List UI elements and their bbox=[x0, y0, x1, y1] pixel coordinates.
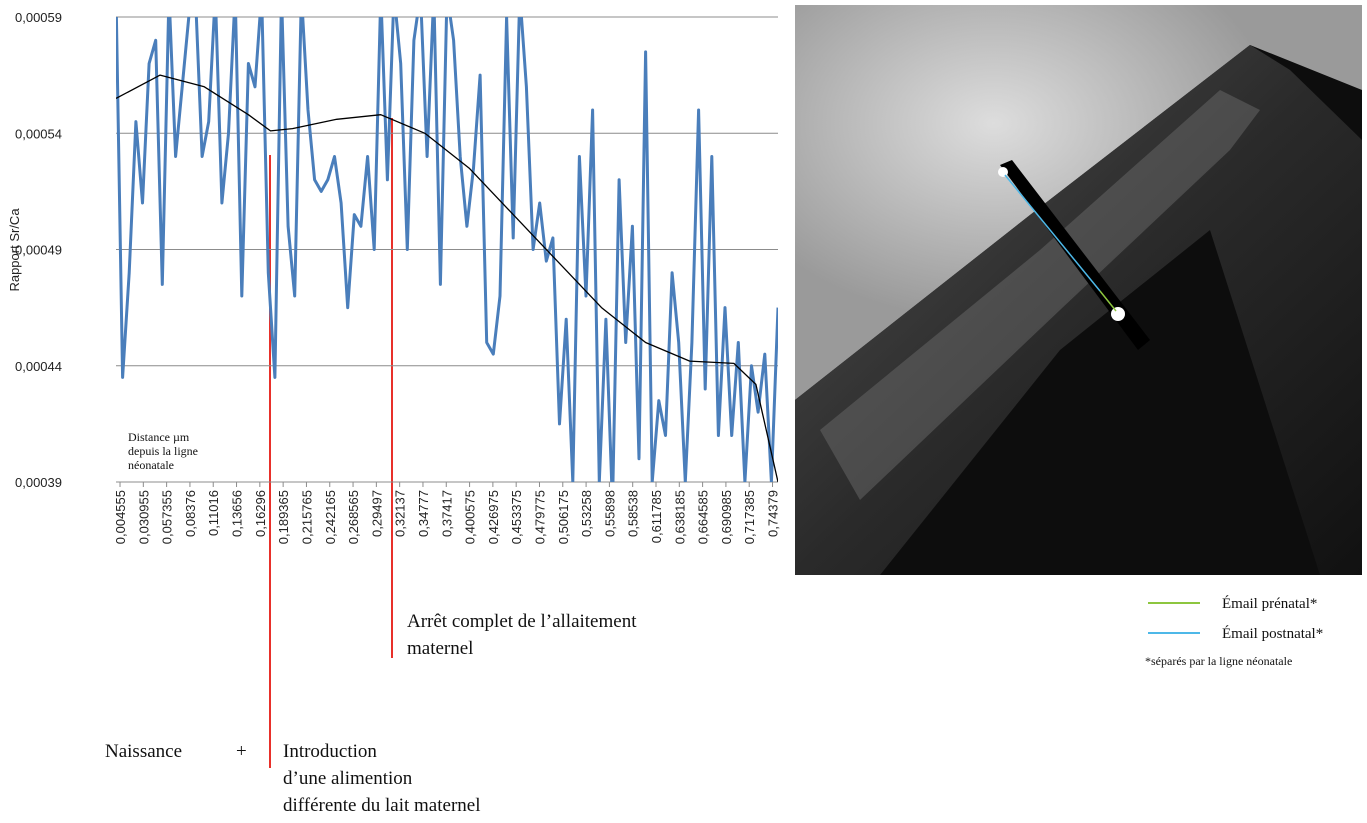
x-tick-label: 0,453375 bbox=[509, 490, 524, 544]
x-tick-label: 0,11016 bbox=[206, 490, 221, 536]
x-note: Distance µm bbox=[128, 430, 190, 444]
y-tick-label: 0,00054 bbox=[15, 126, 62, 141]
x-tick-label: 0,215765 bbox=[299, 490, 314, 544]
annotation: différente du lait maternel bbox=[283, 795, 480, 816]
annotation: Arrêt complet de l’allaitement bbox=[407, 611, 637, 632]
x-tick-label: 0,611785 bbox=[649, 490, 664, 543]
x-tick-label: 0,506175 bbox=[556, 490, 571, 544]
y-axis-label: Rapport Sr/Ca bbox=[7, 208, 22, 292]
x-tick-label: 0,34777 bbox=[416, 490, 431, 537]
x-tick-label: 0,58538 bbox=[626, 490, 641, 537]
plot-area bbox=[116, 17, 778, 482]
x-tick-label: 0,057355 bbox=[160, 490, 175, 544]
data-line bbox=[116, 17, 778, 482]
x-tick-label: 0,29497 bbox=[369, 490, 384, 537]
annotation: + bbox=[236, 741, 247, 762]
y-tick-label: 0,00049 bbox=[15, 243, 62, 258]
legend-note: *séparés par la ligne néonatale bbox=[1145, 654, 1292, 668]
x-tick-label: 0,664585 bbox=[696, 490, 711, 544]
x-tick-label: 0,717385 bbox=[742, 490, 757, 544]
x-note: depuis la ligne bbox=[128, 444, 198, 458]
annotation: Naissance bbox=[105, 741, 182, 762]
legend-label: Émail postnatal* bbox=[1222, 625, 1323, 642]
x-tick-label: 0,55898 bbox=[602, 490, 617, 537]
x-tick-label: 0,32137 bbox=[393, 490, 408, 537]
x-tick-label: 0,004555 bbox=[113, 490, 128, 544]
x-tick-label: 0,189365 bbox=[276, 490, 291, 544]
x-tick-label: 0,638185 bbox=[672, 490, 687, 544]
x-tick-label: 0,690985 bbox=[719, 490, 734, 544]
x-tick-label: 0,74379 bbox=[766, 490, 781, 537]
x-tick-label: 0,16296 bbox=[253, 490, 268, 537]
y-tick-label: 0,00039 bbox=[15, 475, 62, 490]
legend-label: Émail prénatal* bbox=[1222, 595, 1317, 612]
x-note: néonatale bbox=[128, 458, 174, 472]
x-tick-label: 0,37417 bbox=[439, 490, 454, 537]
x-tick-label: 0,13656 bbox=[230, 490, 245, 537]
y-tick-label: 0,00059 bbox=[15, 10, 62, 25]
x-tick-label: 0,030955 bbox=[136, 490, 151, 544]
trend-line bbox=[116, 74, 778, 482]
x-tick-label: 0,53258 bbox=[579, 490, 594, 537]
x-tick-label: 0,268565 bbox=[346, 490, 361, 544]
x-tick-label: 0,479775 bbox=[532, 490, 547, 544]
x-tick-label: 0,426975 bbox=[486, 490, 501, 544]
x-tick-label: 0,242165 bbox=[323, 490, 338, 544]
tooth-image bbox=[795, 5, 1362, 575]
x-tick-label: 0,08376 bbox=[183, 490, 198, 537]
annotation: maternel bbox=[407, 638, 473, 659]
annotation: d’une alimention bbox=[283, 768, 413, 789]
x-tick-label: 0,400575 bbox=[463, 490, 478, 544]
annotation: Introduction bbox=[283, 741, 377, 762]
y-tick-label: 0,00044 bbox=[15, 359, 62, 374]
